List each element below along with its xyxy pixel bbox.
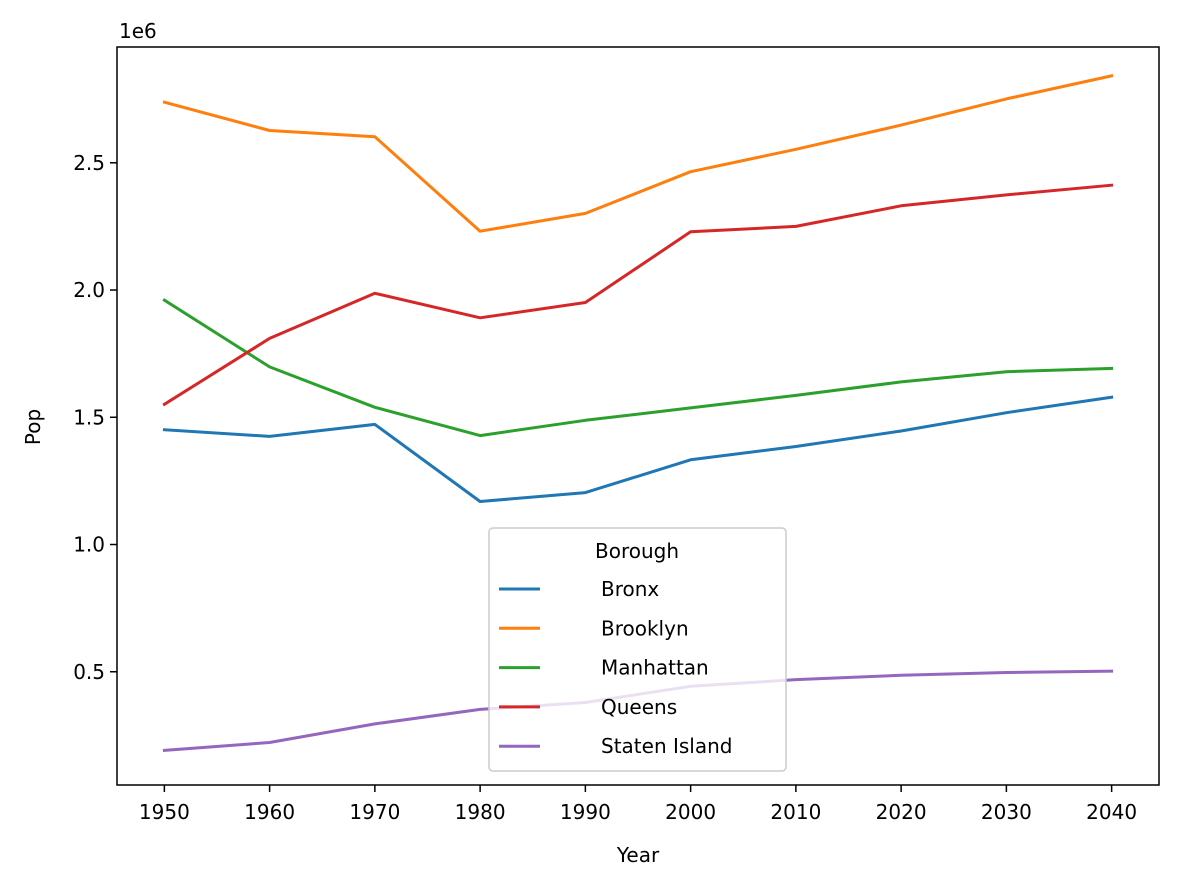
x-tick-label: 2000: [665, 800, 716, 824]
plot-frame: [116, 46, 1160, 786]
x-tick-label: 2010: [770, 800, 821, 824]
y-offset-label: 1e6: [119, 19, 157, 43]
x-tick-label: 1960: [244, 800, 295, 824]
y-axis-ticks: 0.5 1.0 1.5 2.0 2.5: [73, 151, 117, 684]
x-tick-label: 1970: [349, 800, 400, 824]
series-line-3: [162, 183, 1114, 407]
y-tick-label: 2.0: [73, 278, 105, 302]
y-axis-label: Pop: [21, 409, 45, 445]
series-line-1: [162, 74, 1114, 233]
legend-box: [488, 527, 787, 772]
y-tick-label: 2.5: [73, 151, 105, 175]
x-tick-label: 1990: [560, 800, 611, 824]
y-tick-label: 1.0: [73, 533, 105, 557]
legend-label: Staten Island: [601, 734, 732, 758]
series-line-0: [162, 395, 1114, 503]
x-axis-ticks: 1950 1960 1970 1980 1990 2000 2010 2020 2030 2040: [139, 785, 1137, 824]
legend-label: Queens: [601, 695, 677, 719]
series-line-2: [162, 298, 1114, 438]
legend: Borough Bronx Brooklyn Manhattan Queens Stat…: [488, 527, 787, 772]
legend-title: Borough: [595, 539, 679, 563]
x-tick-label: 1950: [139, 800, 190, 824]
legend-label: Bronx: [601, 577, 659, 601]
legend-label: Manhattan: [601, 656, 709, 680]
y-tick-label: 0.5: [73, 660, 105, 684]
x-tick-label: 2020: [876, 800, 927, 824]
x-tick-label: 2030: [981, 800, 1032, 824]
legend-items: Bronx Brooklyn Manhattan Queens Staten Islan…: [499, 577, 732, 758]
x-tick-label: 1980: [455, 800, 506, 824]
legend-label: Brooklyn: [601, 616, 689, 640]
x-tick-label: 2040: [1086, 800, 1137, 824]
x-axis-label: Year: [616, 843, 660, 867]
y-tick-label: 1.5: [73, 405, 105, 429]
